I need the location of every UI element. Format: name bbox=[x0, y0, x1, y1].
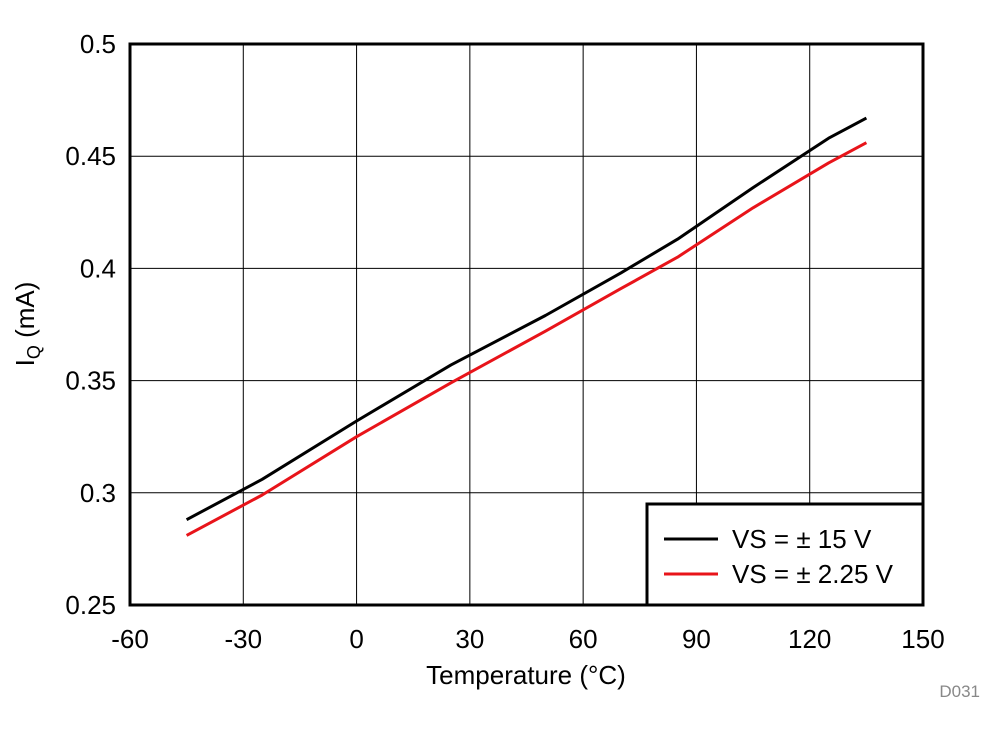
x-tick-label: 0 bbox=[349, 624, 363, 654]
y-tick-label: 0.3 bbox=[80, 478, 116, 508]
x-tick-label: -30 bbox=[224, 624, 262, 654]
legend: VS = ± 15 V VS = ± 2.25 V bbox=[645, 502, 925, 607]
y-tick-labels: 0.25 0.3 0.35 0.4 0.45 0.5 bbox=[65, 29, 116, 620]
y-tick-label: 0.35 bbox=[65, 366, 116, 396]
plot-frame bbox=[128, 42, 925, 607]
legend-label-vs-2-25v: VS = ± 2.25 V bbox=[732, 559, 894, 589]
x-tick-label: 90 bbox=[682, 624, 711, 654]
data-series bbox=[185, 116, 868, 537]
series-line-0 bbox=[185, 116, 868, 522]
y-axis-label-main: I bbox=[10, 359, 40, 366]
y-tick-label: 0.25 bbox=[65, 590, 116, 620]
y-tick-label: 0.5 bbox=[80, 29, 116, 59]
x-tick-label: 60 bbox=[569, 624, 598, 654]
x-tick-labels: -60 -30 0 30 60 90 120 150 bbox=[111, 624, 944, 654]
y-axis-label-subscript: Q bbox=[24, 345, 44, 359]
x-tick-label: 150 bbox=[901, 624, 944, 654]
x-tick-label: -60 bbox=[111, 624, 149, 654]
y-tick-label: 0.4 bbox=[80, 253, 116, 283]
y-axis-label: IQ (mA) bbox=[10, 282, 44, 367]
figure-id: D031 bbox=[939, 682, 980, 701]
legend-label-vs-15v: VS = ± 15 V bbox=[732, 524, 872, 554]
legend-box bbox=[645, 502, 925, 607]
x-tick-label: 120 bbox=[788, 624, 831, 654]
series-line-1 bbox=[185, 141, 868, 537]
y-axis-label-unit: (mA) bbox=[10, 282, 40, 346]
x-tick-label: 30 bbox=[455, 624, 484, 654]
y-tick-label: 0.45 bbox=[65, 141, 116, 171]
x-axis-label: Temperature (°C) bbox=[426, 660, 626, 690]
